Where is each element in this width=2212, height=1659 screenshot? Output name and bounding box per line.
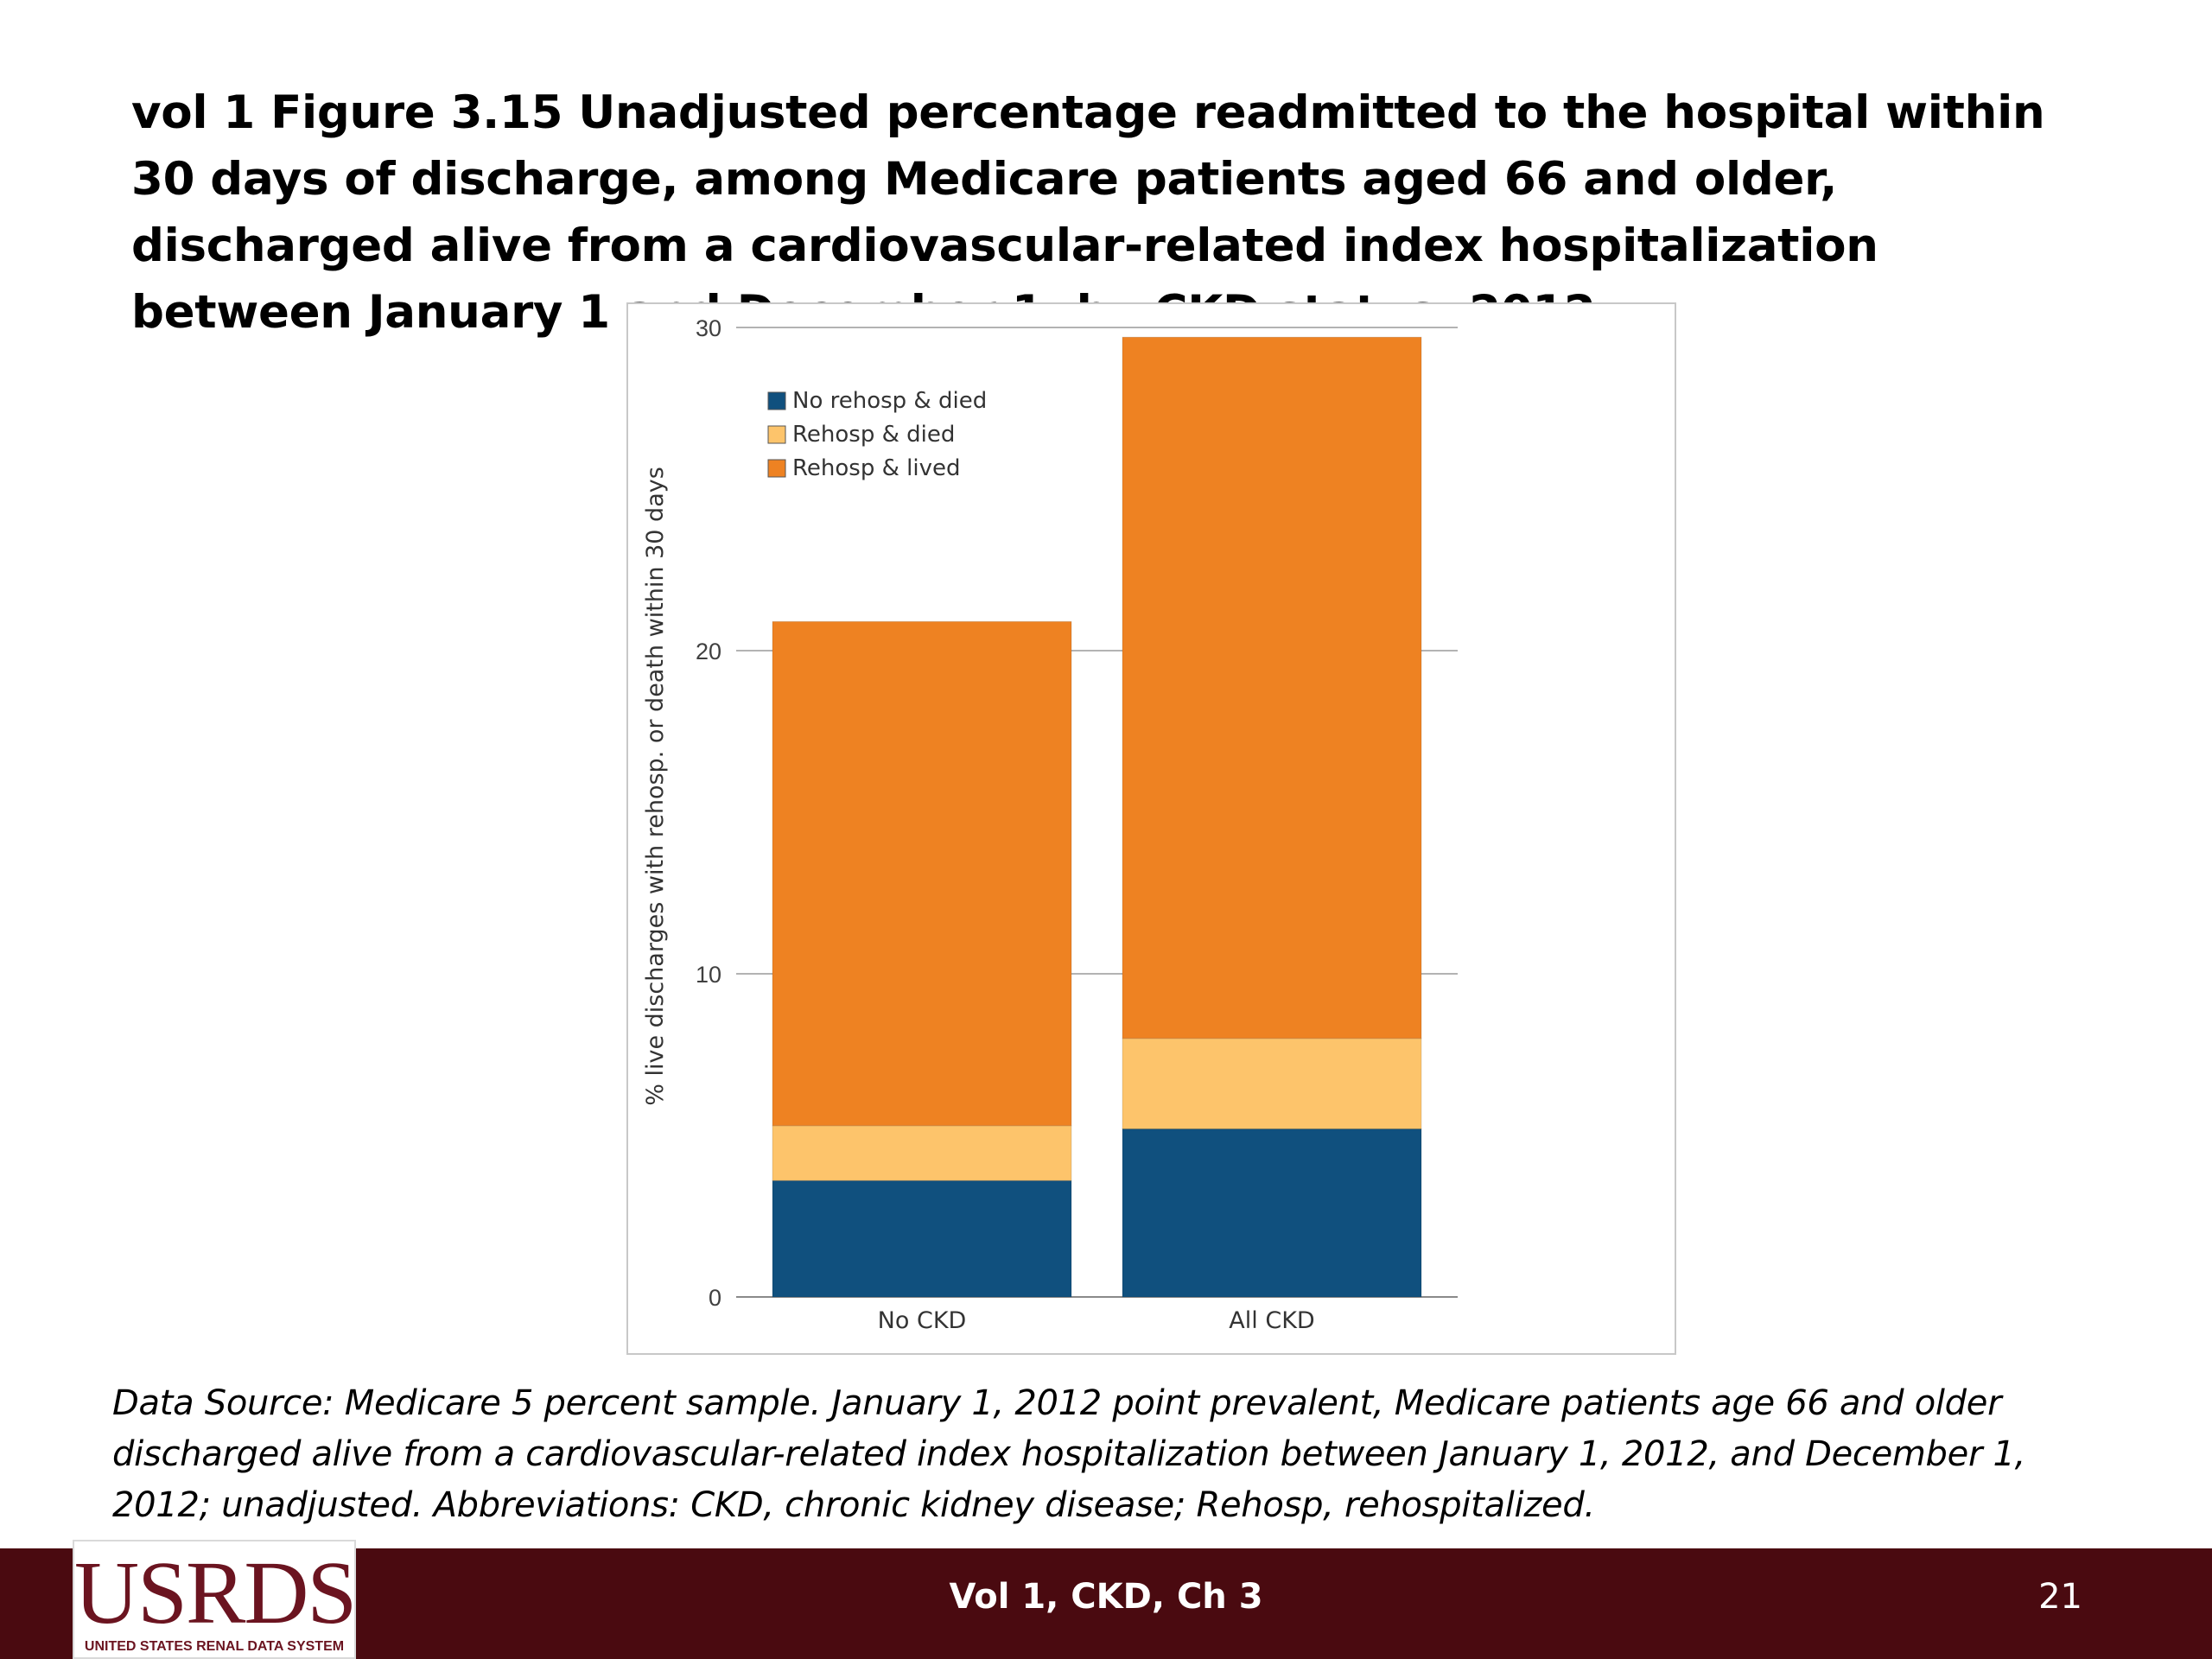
legend-swatch: [767, 391, 786, 410]
bar-segment: [772, 620, 1072, 1127]
legend-label: No rehosp & died: [792, 388, 987, 414]
legend-label: Rehosp & lived: [792, 455, 960, 481]
legend-label: Rehosp & died: [792, 422, 955, 448]
chart-frame: 0 10 20 30 % live discharges with rehosp. or…: [626, 302, 1676, 1355]
bar-segment: [1122, 336, 1422, 1039]
y-tick-label: 20: [696, 639, 721, 664]
y-tick-label: 30: [696, 315, 721, 341]
footer-bar: [0, 1548, 2212, 1659]
bar-segment: [772, 1125, 1072, 1181]
stacked-bar-chart: 0 10 20 30 % live discharges with rehosp. or…: [642, 315, 1458, 1334]
usrds-logo: USRDS UNITED STATES RENAL DATA SYSTEM: [73, 1540, 357, 1659]
bar-segment: [772, 1179, 1072, 1298]
y-tick-label: 10: [696, 962, 721, 988]
logo-subtitle: UNITED STATES RENAL DATA SYSTEM: [84, 1639, 345, 1654]
slide-title: vol 1 Figure 3.15 Unadjusted percentage …: [131, 86, 2045, 339]
logo-wordmark: USRDS: [74, 1543, 357, 1643]
legend-swatch: [767, 459, 786, 478]
footer-chapter-label: Vol 1, CKD, Ch 3: [949, 1577, 1263, 1617]
x-category-label: No CKD: [878, 1307, 967, 1334]
x-category-label: All CKD: [1229, 1307, 1314, 1334]
bar-segment: [1122, 1128, 1422, 1298]
bar-segment: [1122, 1038, 1422, 1130]
y-tick-label: 0: [709, 1285, 721, 1311]
page-number: 21: [2038, 1577, 2082, 1617]
legend-swatch: [767, 425, 786, 444]
y-axis-label: % live discharges with rehosp. or death …: [642, 467, 669, 1106]
data-source-note: Data Source: Medicare 5 percent sample. …: [112, 1383, 2026, 1525]
